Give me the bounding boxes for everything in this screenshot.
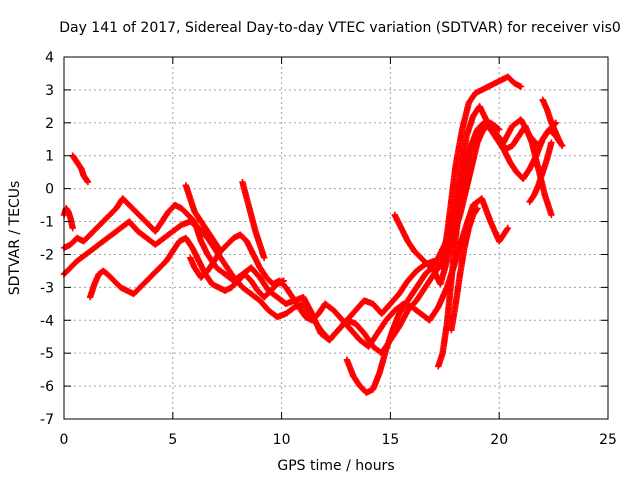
y-tick-label: -3 — [40, 280, 54, 296]
plot-frame — [63, 56, 609, 420]
data-point — [217, 247, 224, 255]
y-tick-label: -5 — [40, 346, 54, 362]
x-tick-label: 10 — [273, 432, 291, 448]
y-tick-label: 2 — [45, 116, 54, 132]
y-tick-label: 1 — [45, 149, 54, 165]
series-t11 — [239, 178, 268, 261]
series-t7 — [435, 119, 503, 370]
data-point — [473, 206, 480, 213]
grid — [64, 57, 608, 419]
x-tick-label: 5 — [168, 432, 177, 448]
data-point — [556, 139, 564, 146]
y-tick-label: 3 — [45, 83, 54, 99]
x-tick-label: 0 — [60, 432, 69, 448]
data-point — [504, 224, 512, 232]
data-point — [548, 139, 555, 146]
y-tick-label: -2 — [40, 247, 54, 263]
y-tick-label: -6 — [40, 379, 54, 395]
data-point — [548, 211, 555, 219]
x-axis-label: GPS time / hours — [277, 458, 394, 474]
chart-title: Day 141 of 2017, Sidereal Day-to-day VTE… — [59, 20, 621, 36]
y-tick-label: 4 — [45, 50, 54, 66]
x-tick-label: 25 — [599, 432, 617, 448]
series-t14 — [448, 205, 481, 334]
data-point — [494, 125, 502, 132]
y-tick-label: 0 — [45, 182, 54, 198]
data-point — [496, 126, 503, 133]
data-point — [84, 178, 92, 186]
y-axis-label: SDTVAR / TECUs — [7, 181, 23, 296]
y-tick-label: -4 — [40, 313, 54, 329]
series-t13 — [526, 139, 555, 205]
data-point — [517, 83, 525, 90]
data-point — [216, 246, 224, 254]
data-point — [69, 224, 76, 232]
data-point — [474, 205, 481, 212]
y-tick-label: -1 — [40, 215, 54, 231]
series-t12 — [539, 96, 564, 146]
y-tick-label: -7 — [40, 412, 54, 428]
series-t8 — [69, 152, 92, 186]
data-point — [559, 142, 566, 150]
x-tick-label: 15 — [381, 432, 399, 448]
series-t9 — [60, 205, 76, 232]
series-t10 — [182, 182, 224, 255]
data-point — [260, 254, 268, 261]
data-points — [60, 73, 566, 396]
data-point — [503, 226, 511, 233]
x-tick-label: 20 — [490, 432, 508, 448]
axis-ticks: 0 5 10 15 20 25 -7 -6 -5 -4 -3 -2 -1 0 1 2 3 4 — [40, 50, 617, 448]
